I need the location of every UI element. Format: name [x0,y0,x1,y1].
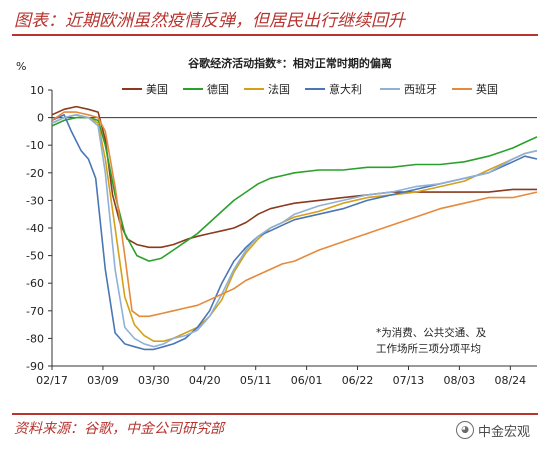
footnote-line: *为消费、公共交通、及 [376,326,487,339]
y-tick-label: -80 [26,332,44,345]
y-unit-label: % [16,60,26,73]
title-rule [12,34,538,36]
x-tick-label: 07/13 [393,374,425,387]
legend-label: 德国 [207,82,229,96]
series-line-2 [51,116,538,262]
y-tick-label: -50 [26,250,44,263]
y-tick-label: -20 [26,167,44,180]
source-text: 资料来源：谷歌，中金公司研究部 [14,421,224,437]
watermark-label: 中金宏观 [478,424,531,440]
legend-label: 意大利 [329,82,362,96]
figure-title: 图表：近期欧洲虽然疫情反弹，但居民出行继续回升 [14,11,405,31]
x-tick-label: 05/11 [240,374,272,387]
y-tick-label: -30 [26,194,44,207]
line-chart: % 谷歌经济活动指数*：相对正常时期的偏离 美国 德国 法国 意大利 西班牙 英国 10 0… [16,56,538,387]
legend: 美国 德国 法国 意大利 西班牙 英国 [122,82,498,96]
series-line-1 [51,105,537,249]
watermark: ◕ 中金宏观 [456,418,544,442]
footnote-line: 工作场所三项分项平均 [376,342,481,355]
y-tick-label: -40 [26,222,44,235]
legend-label: 西班牙 [404,83,437,96]
y-tick-label: 10 [30,84,44,97]
series-line-6 [51,111,538,318]
x-tick-label: 08/24 [494,374,526,387]
y-tick-label: -60 [26,277,44,290]
x-tick-label: 03/09 [87,374,119,387]
series-lines [51,105,538,351]
x-tick-label: 08/03 [444,374,476,387]
series-line-3 [51,114,538,342]
chart-title: 谷歌经济活动指数*：相对正常时期的偏离 [188,56,392,70]
y-tick-label: -70 [26,305,44,318]
x-tick-label: 03/30 [138,374,170,387]
x-tick-label: 02/17 [36,374,68,387]
legend-label: 美国 [146,83,168,96]
x-tick-label: 06/01 [291,374,323,387]
y-tick-label: -10 [26,139,44,152]
source-rule [12,413,538,415]
legend-label: 英国 [476,82,498,96]
legend-label: 法国 [268,82,290,96]
series-line-4 [51,114,538,351]
y-tick-label: 0 [37,112,44,125]
wechat-icon: ◕ [456,421,474,439]
x-tick-label: 04/20 [189,374,221,387]
series-line-5 [51,114,538,348]
y-tick-label: -90 [26,360,44,373]
x-tick-label: 06/22 [342,374,374,387]
